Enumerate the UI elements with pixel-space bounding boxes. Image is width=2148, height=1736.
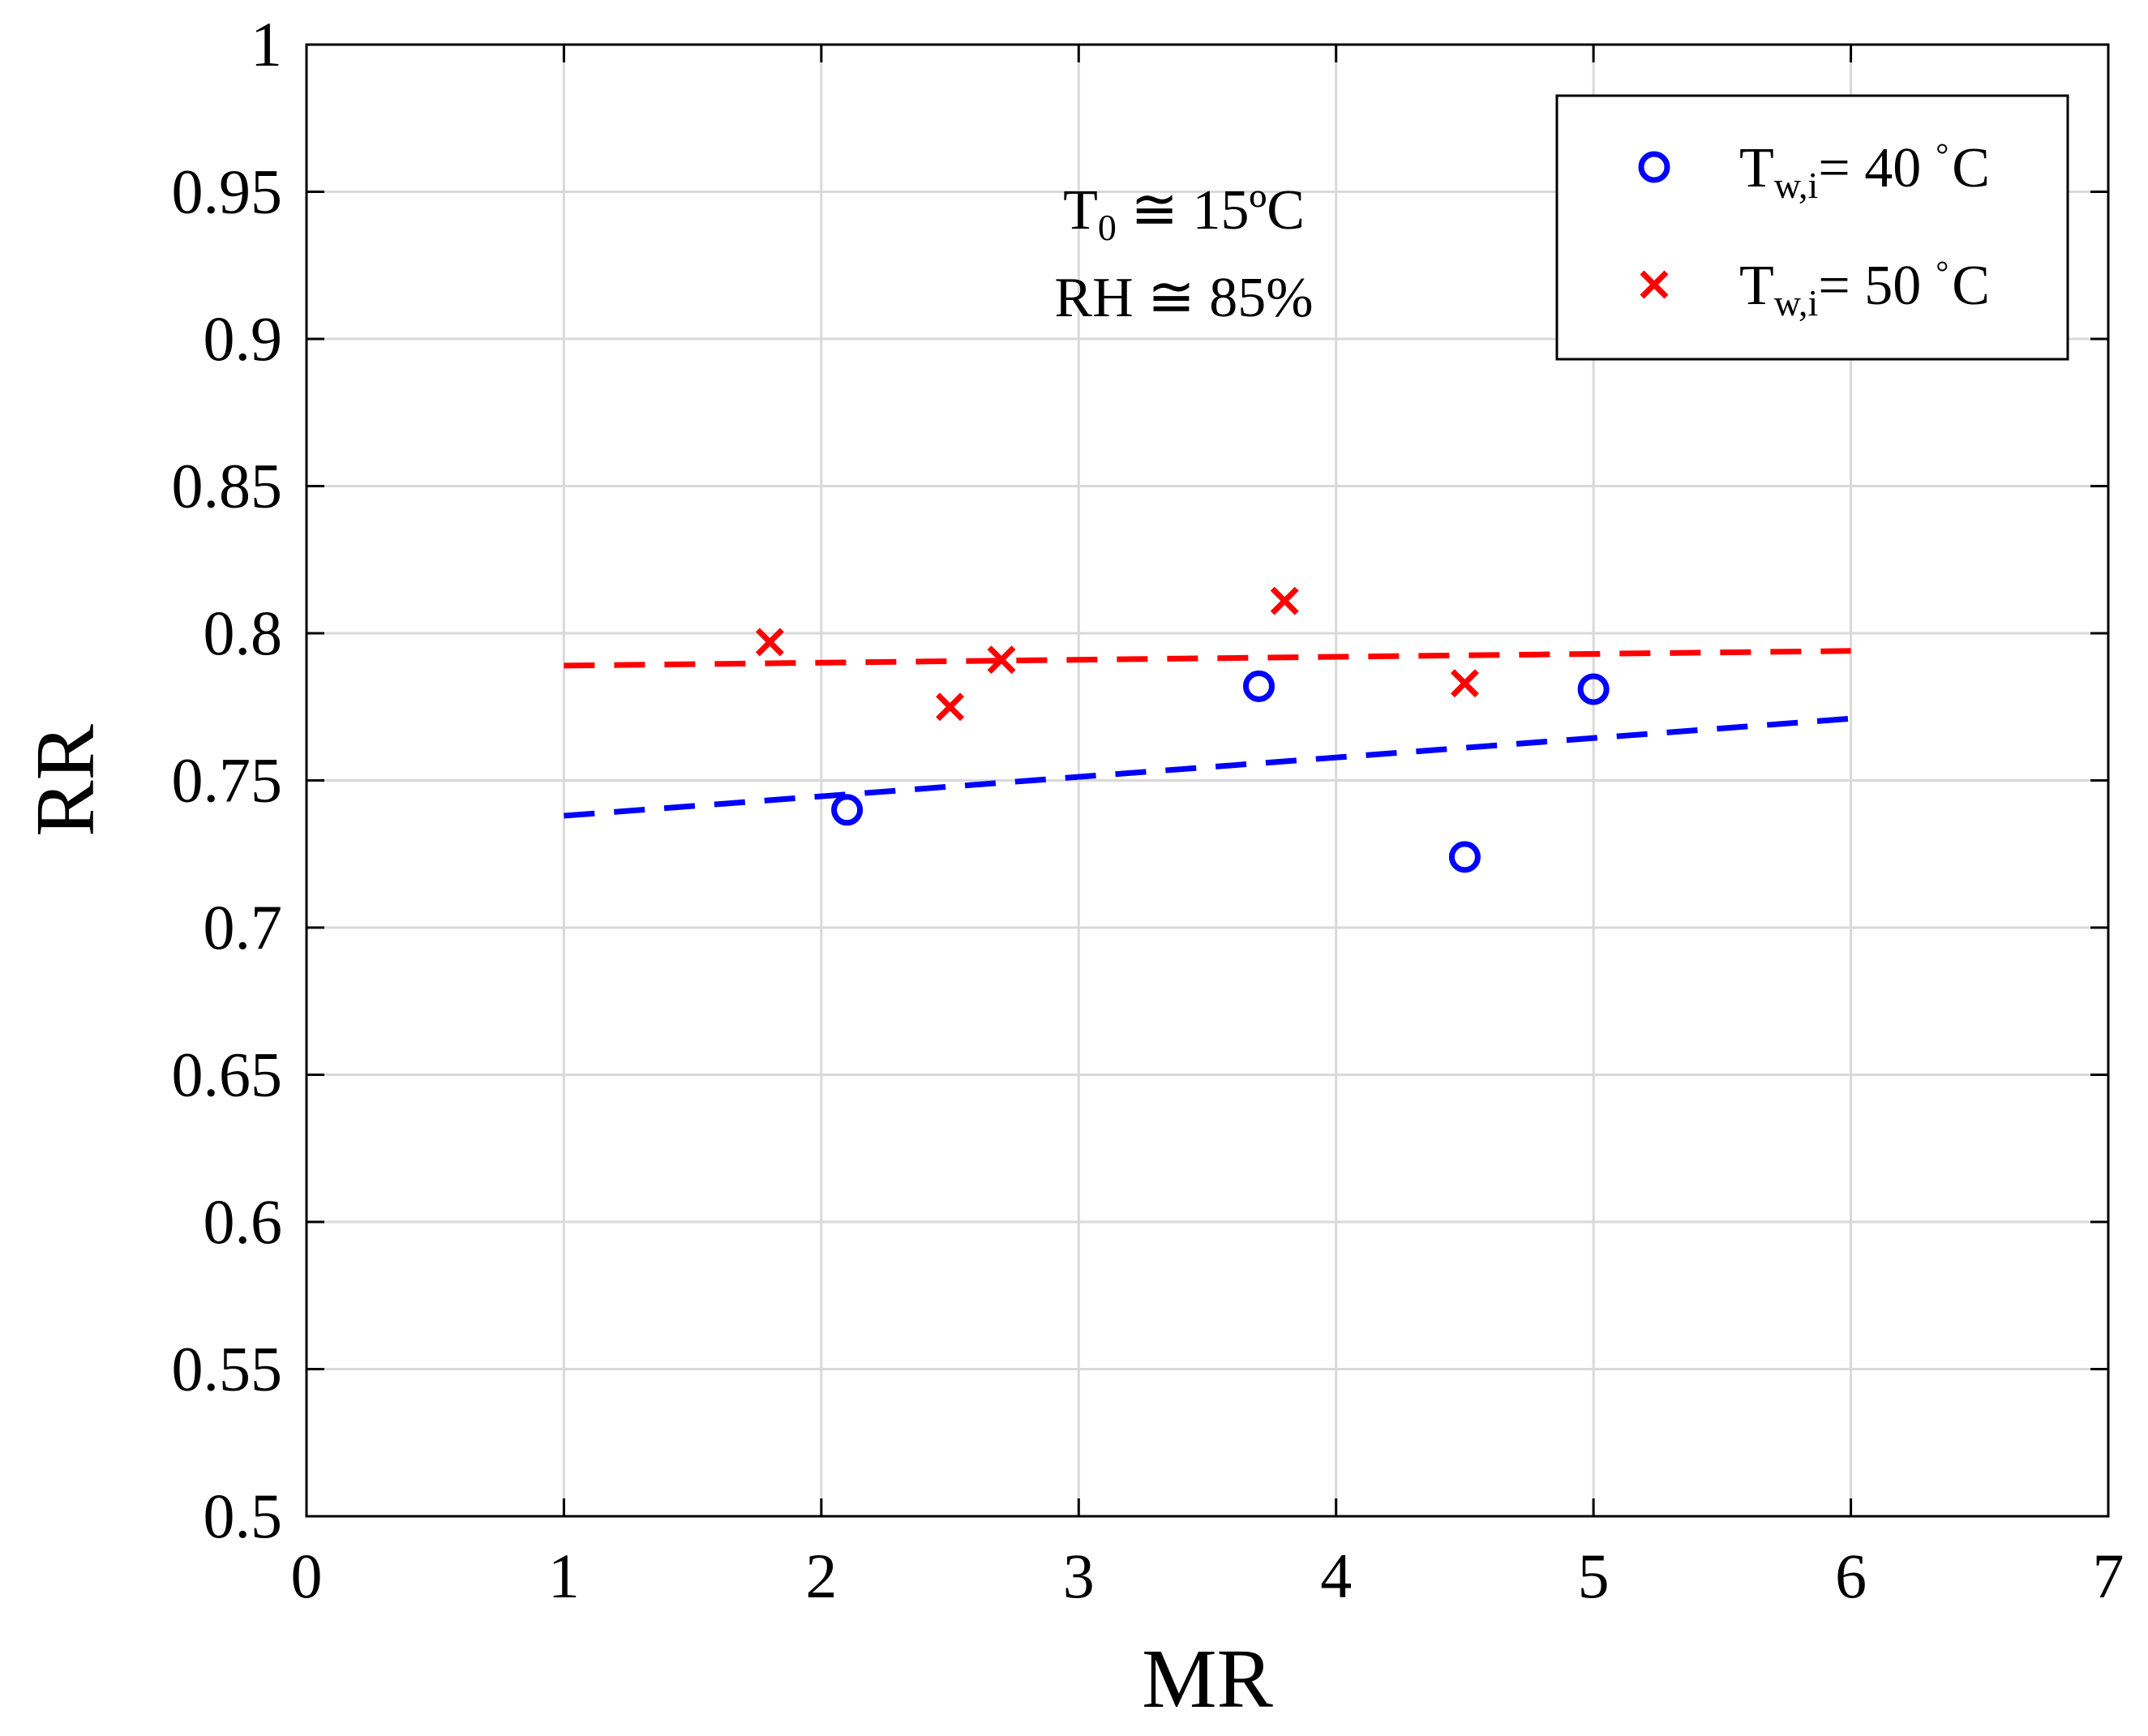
annotation-t-sub: 0 xyxy=(1098,207,1117,248)
legend-label-degree: ° xyxy=(1936,136,1949,173)
data-point xyxy=(936,692,965,722)
annotation-temperature: T0 ≅ 15ºC xyxy=(1063,179,1305,248)
data-point xyxy=(755,628,784,657)
conditions-annotation: T0 ≅ 15ºC RH ≅ 85% xyxy=(1054,179,1313,329)
data-point xyxy=(1270,586,1299,615)
legend-marker xyxy=(1638,151,1670,183)
annotation-t-rest: ≅ 15ºC xyxy=(1117,179,1305,242)
legend-label-eq: = 50 xyxy=(1818,255,1921,317)
annotation-t-main: T xyxy=(1063,179,1098,242)
y-tick-label: 0.8 xyxy=(204,598,283,668)
x-tick-label: 1 xyxy=(548,1541,580,1611)
y-tick-label: 0.85 xyxy=(172,451,283,521)
y-tick-label: 0.7 xyxy=(204,892,283,962)
data-point xyxy=(1242,670,1275,702)
x-axis-title: MR xyxy=(1142,1632,1273,1725)
marker-stroke xyxy=(1450,669,1479,698)
legend-label: Tw,i= 50 °C xyxy=(1739,254,1990,324)
x-tick-label: 7 xyxy=(2093,1541,2124,1611)
legend-label-sub: w,i xyxy=(1774,165,1819,206)
legend-label-eq: = 40 xyxy=(1818,137,1921,199)
data-point xyxy=(1577,673,1610,705)
data-point xyxy=(987,645,1016,675)
marker-stroke xyxy=(755,628,784,657)
marker-stroke xyxy=(936,692,965,722)
marker-stroke xyxy=(1640,270,1669,299)
legend-label-main: T xyxy=(1739,137,1774,199)
legend-item: Tw,i= 40 °C xyxy=(1638,136,1990,206)
x-tick-label: 3 xyxy=(1063,1541,1095,1611)
x-tick-label: 5 xyxy=(1578,1541,1610,1611)
y-tick-label: 0.55 xyxy=(172,1334,283,1404)
marker-stroke xyxy=(987,645,1016,675)
legend-label-degree: ° xyxy=(1936,254,1949,290)
data-point xyxy=(1450,669,1479,698)
annotation-humidity: RH ≅ 85% xyxy=(1054,267,1313,329)
legend-label-main: T xyxy=(1739,255,1774,317)
legend-marker xyxy=(1640,270,1669,299)
legend: Tw,i= 40 °CTw,i= 50 °C xyxy=(1555,94,2069,361)
x-tick-label: 0 xyxy=(291,1541,323,1611)
data-point xyxy=(831,794,864,826)
data-point xyxy=(1448,841,1481,873)
legend-label: Tw,i= 40 °C xyxy=(1739,136,1990,206)
data-points xyxy=(755,586,1610,873)
tick-labels: 0 1 2 3 4 5 6 7 0.5 0.55 0.6 0.65 0.7 0.75 0.8 0.85 0.9 0… xyxy=(172,9,2124,1611)
y-tick-label: 1 xyxy=(251,9,282,79)
y-tick-label: 0.6 xyxy=(204,1186,283,1257)
y-axis-title: RR xyxy=(19,724,112,837)
y-tick-label: 0.9 xyxy=(204,303,283,374)
legend-label-unit: C xyxy=(1952,255,1990,317)
y-tick-label: 0.65 xyxy=(172,1039,283,1110)
y-tick-label: 0.5 xyxy=(204,1481,283,1551)
x-tick-label: 6 xyxy=(1835,1541,1867,1611)
legend-item: Tw,i= 50 °C xyxy=(1640,254,1990,324)
marker-stroke xyxy=(1270,586,1299,615)
fit-lines xyxy=(564,648,1851,819)
grid-lines xyxy=(307,45,2108,1516)
fit-line xyxy=(564,648,1851,669)
y-tick-label: 0.95 xyxy=(172,156,283,227)
tick-marks xyxy=(305,43,2110,1518)
legend-label-sub: w,i xyxy=(1774,282,1819,324)
fit-line xyxy=(564,715,1851,819)
y-tick-label: 0.75 xyxy=(172,745,283,816)
x-tick-label: 2 xyxy=(805,1541,837,1611)
x-tick-label: 4 xyxy=(1320,1541,1352,1611)
legend-box xyxy=(1555,94,2069,361)
legend-label-unit: C xyxy=(1952,137,1990,199)
